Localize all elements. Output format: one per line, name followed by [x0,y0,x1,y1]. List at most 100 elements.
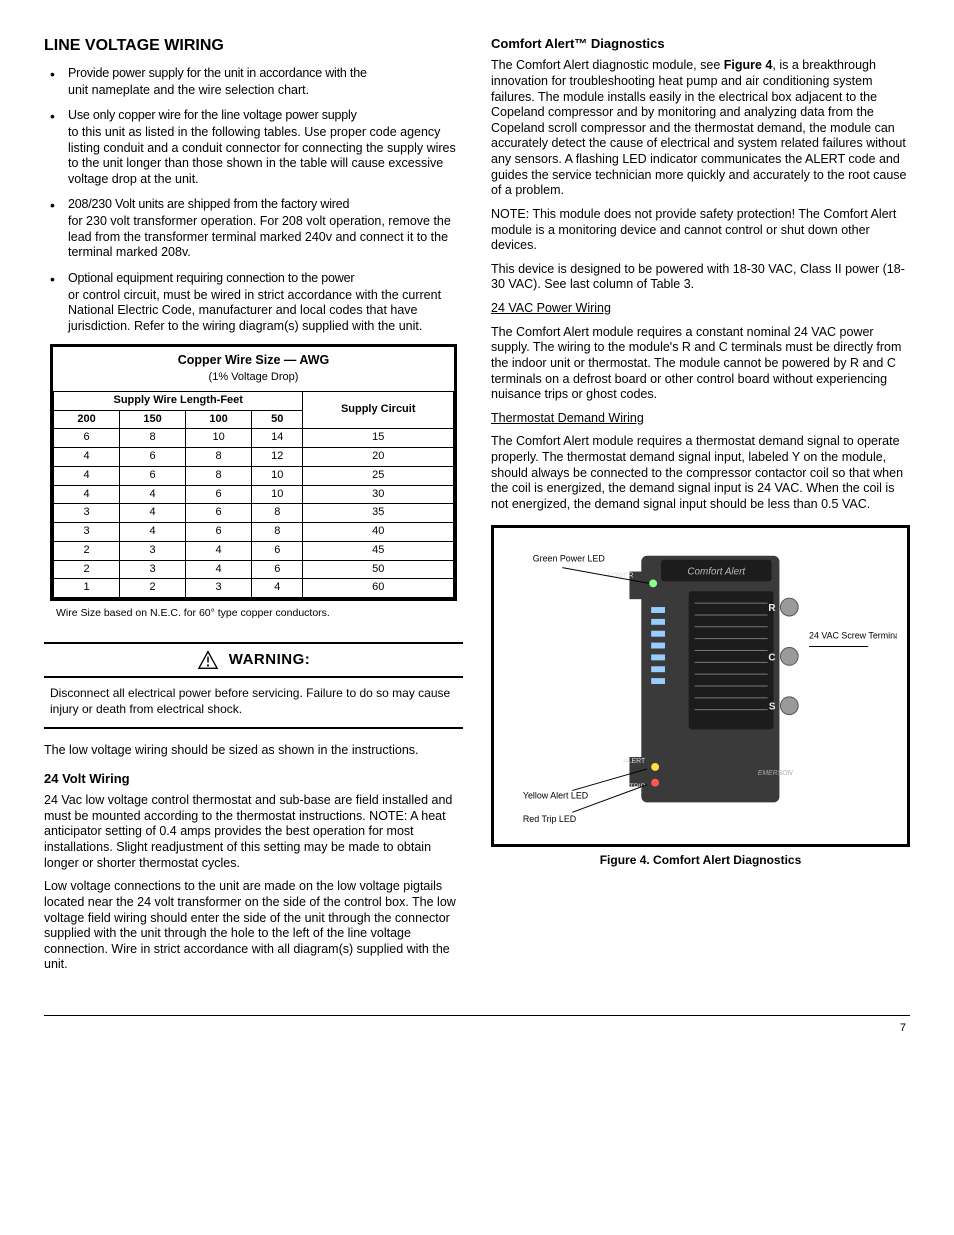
table-cell: 15 [303,429,454,448]
fig-arrow-2: 24 VAC Screw Terminals [809,630,897,640]
table-cell: 12 [252,448,303,467]
table-cell: 8 [252,504,303,523]
warning-label: WARNING: [229,651,311,670]
table-row: 4681220 [54,448,454,467]
right-intro-fig: Figure 4 [724,58,773,72]
right-intro: The Comfort Alert diagnostic module, see… [491,58,910,199]
fig-trip-label: TRIP [630,783,646,790]
table-row: 4681025 [54,466,454,485]
table-cell: 2 [54,541,120,560]
warning-icon [197,650,219,670]
wire-table-body: 6810141546812204681025446103034683534684… [54,429,454,598]
bullet-3-sub: for 230 volt transformer operation. For … [68,214,463,261]
left-p1: The low voltage wiring should be sized a… [44,743,463,759]
bullet-2: Use only copper wire for the line voltag… [44,108,463,187]
table-cell: 4 [120,504,186,523]
th-150: 150 [120,410,186,429]
bullet-1: Provide power supply for the unit in acc… [44,66,463,98]
table-cell: 8 [120,429,186,448]
figure-comfort-alert: Comfort Alert POWER [491,525,910,847]
table-cell: 4 [54,448,120,467]
table-cell: 8 [186,448,252,467]
heading-power-wiring: 24 VAC Power Wiring [491,301,611,315]
fig-arrow-3: Yellow Alert LED [523,790,588,800]
table-cell: 6 [186,523,252,542]
table-row: 346840 [54,523,454,542]
table-cell: 3 [120,541,186,560]
table-cell: 45 [303,541,454,560]
th-100: 100 [186,410,252,429]
right-intro-a: The Comfort Alert diagnostic module, see [491,58,724,72]
table-cell: 6 [186,504,252,523]
table-row: 234645 [54,541,454,560]
wire-table: Copper Wire Size — AWG (1% Voltage Drop)… [50,344,457,601]
table-cell: 6 [120,466,186,485]
table-cell: 8 [252,523,303,542]
table-cell: 6 [54,429,120,448]
table-cell: 6 [120,448,186,467]
table-cell: 3 [54,523,120,542]
th-50: 50 [252,410,303,429]
table-cell: 10 [252,466,303,485]
bullets: Provide power supply for the unit in acc… [44,66,463,334]
table-cell: 20 [303,448,454,467]
table-cell: 4 [186,560,252,579]
table-cell: 14 [252,429,303,448]
table-cell: 8 [186,466,252,485]
table-cell: 4 [54,485,120,504]
bullet-4-sub: or control circuit, must be wired in str… [68,288,463,335]
bullet-2-main: Use only copper wire for the line voltag… [68,108,357,122]
warning-box: WARNING: Disconnect all electrical power… [44,642,463,729]
th-200: 200 [54,410,120,429]
table-cell: 50 [303,560,454,579]
bullet-1-main: Provide power supply for the unit in acc… [68,66,367,80]
fig-arrow-1: Green Power LED [533,553,605,563]
right-24v: This device is designed to be powered wi… [491,262,910,293]
wire-table-subtitle: (1% Voltage Drop) [53,371,454,391]
wire-table-note: Wire Size based on N.E.C. for 60° type c… [56,607,457,620]
heading-comfort-alert: Comfort Alert™ Diagnostics [491,36,910,52]
heading-24v: 24 Volt Wiring [44,771,463,787]
right-th-a: The Comfort Alert module requires a ther… [491,434,903,479]
table-cell: 6 [252,560,303,579]
bullet-4: Optional equipment requiring connection … [44,271,463,335]
table-cell: 4 [120,523,186,542]
figure-caption: Figure 4. Comfort Alert Diagnostics [491,853,910,868]
right-pw: The Comfort Alert module requires a cons… [491,325,910,403]
page-number: 7 [44,1022,910,1036]
fig-arrow-4: Red Trip LED [523,814,576,824]
wire-table-title: Copper Wire Size — AWG [53,347,454,371]
table-row: 68101415 [54,429,454,448]
warning-body: Disconnect all electrical power before s… [44,678,463,727]
fig-term-c: C [768,652,775,663]
right-note: NOTE: This module does not provide safet… [491,207,910,254]
bullet-3-main: 208/230 Volt units are shipped from the … [68,197,349,211]
heading-thermo-demand: Thermostat Demand Wiring [491,411,644,425]
table-cell: 4 [186,541,252,560]
bullet-3: 208/230 Volt units are shipped from the … [44,197,463,261]
table-row: 4461030 [54,485,454,504]
table-cell: 2 [54,560,120,579]
table-cell: 6 [252,541,303,560]
svg-text:EMERSON: EMERSON [758,769,793,776]
table-cell: 3 [120,560,186,579]
table-cell: 25 [303,466,454,485]
table-cell: 30 [303,485,454,504]
left-p3: Low voltage connections to the unit are … [44,879,463,973]
fig-module-title: Comfort Alert [687,566,746,577]
heading-line-voltage: LINE VOLTAGE WIRING [44,36,463,56]
fig-term-r: R [768,603,775,614]
table-cell: 40 [303,523,454,542]
table-cell: 3 [54,504,120,523]
th-ampacity: Supply Circuit [303,391,454,429]
table-cell: 60 [303,579,454,598]
table-cell: 4 [252,579,303,598]
table-cell: 10 [186,429,252,448]
right-th: The Comfort Alert module requires a ther… [491,434,910,512]
left-p2: 24 Vac low voltage control thermostat an… [44,793,463,871]
bullet-4-main: Optional equipment requiring connection … [68,271,354,285]
table-cell: 10 [252,485,303,504]
bullet-2-sub: to this unit as listed in the following … [68,125,463,188]
fig-alert-label: ALERT [623,757,646,764]
th-supply-len: Supply Wire Length-Feet [54,391,303,410]
